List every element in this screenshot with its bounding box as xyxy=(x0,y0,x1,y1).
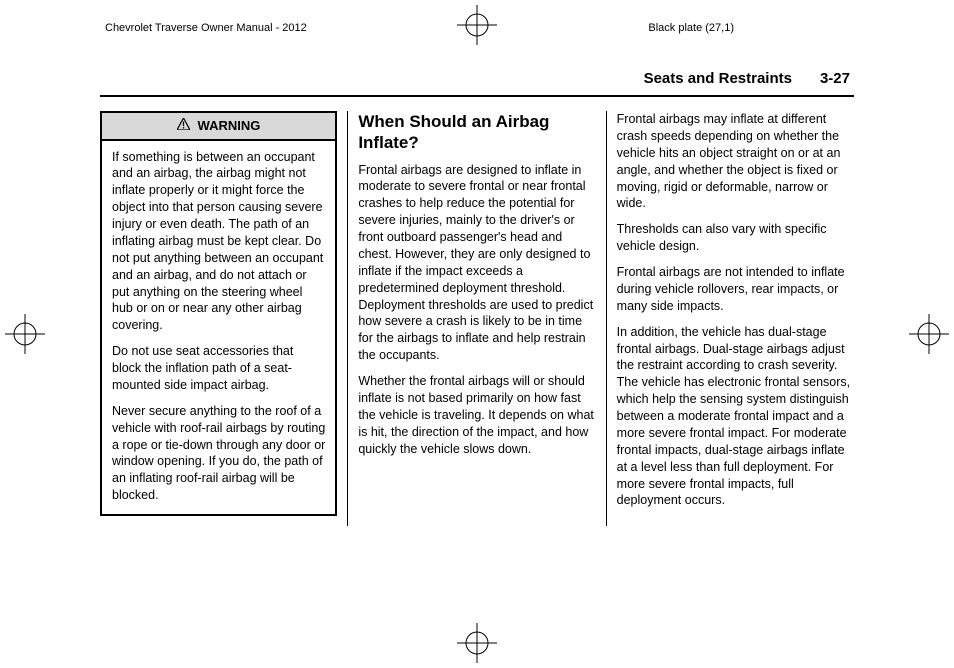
page-number: 3-27 xyxy=(820,70,850,87)
column-2: When Should an Airbag Inflate? Frontal a… xyxy=(348,111,606,526)
body-paragraph: Frontal airbags are not intended to infl… xyxy=(617,264,854,315)
column-3: Frontal airbags may inflate at different… xyxy=(607,111,854,526)
plate-label: Black plate (27,1) xyxy=(648,22,734,34)
content-columns: WARNING If something is between an occup… xyxy=(100,111,854,526)
body-paragraph: Whether the frontal airbags will or shou… xyxy=(358,373,595,457)
warning-box: WARNING If something is between an occup… xyxy=(100,111,337,516)
registration-mark-icon xyxy=(5,314,45,354)
registration-mark-icon xyxy=(457,5,497,45)
body-paragraph: Frontal airbags are designed to inflate … xyxy=(358,162,595,365)
warning-paragraph: Never secure anything to the roof of a v… xyxy=(112,403,325,504)
section-heading: When Should an Airbag Inflate? xyxy=(358,111,595,154)
body-paragraph: In addition, the vehicle has dual-stage … xyxy=(617,324,854,510)
body-paragraph: Frontal airbags may inflate at different… xyxy=(617,111,854,212)
page-content: Seats and Restraints 3-27 WARNING If som… xyxy=(100,60,854,628)
warning-label: WARNING xyxy=(198,117,261,135)
warning-body: If something is between an occupant and … xyxy=(102,141,335,515)
warning-triangle-icon xyxy=(177,117,190,135)
manual-title: Chevrolet Traverse Owner Manual - 2012 xyxy=(105,22,307,34)
registration-mark-icon xyxy=(457,623,497,663)
column-1: WARNING If something is between an occup… xyxy=(100,111,348,526)
section-title: Seats and Restraints xyxy=(644,70,792,87)
warning-header: WARNING xyxy=(102,113,335,141)
warning-paragraph: If something is between an occupant and … xyxy=(112,149,325,335)
page-header: Seats and Restraints 3-27 xyxy=(100,70,854,97)
registration-mark-icon xyxy=(909,314,949,354)
body-paragraph: Thresholds can also vary with specific v… xyxy=(617,221,854,255)
warning-paragraph: Do not use seat accessories that block t… xyxy=(112,343,325,394)
